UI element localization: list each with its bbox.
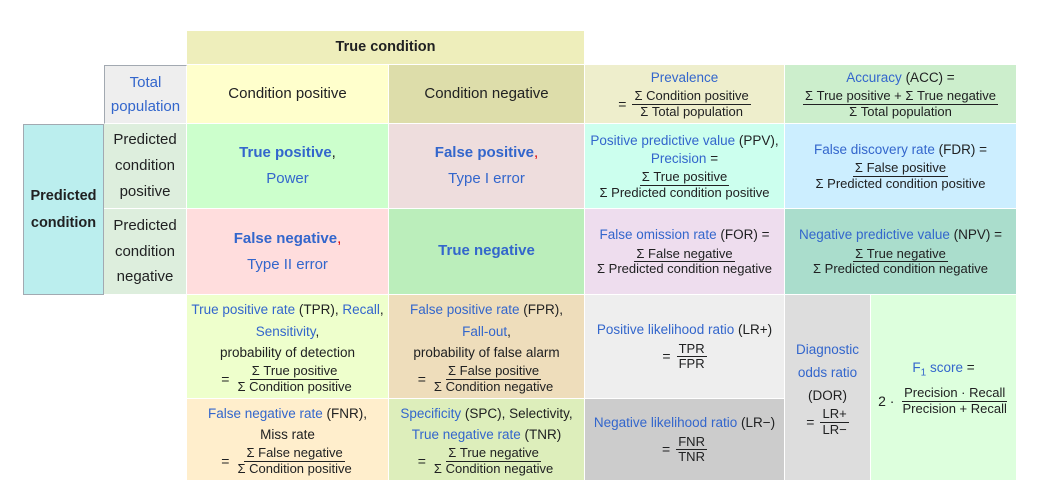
prevalence-cell: Prevalence = Σ Condition positive Σ Total…: [585, 65, 785, 124]
false-positive-cell: False positive, Type I error: [389, 124, 585, 209]
power-link[interactable]: Power: [266, 170, 309, 187]
total-population-cell: Total population: [104, 65, 187, 124]
fpr-formula: = Σ False positive Σ Condition negative: [417, 363, 554, 394]
fdr-formula: Σ False positive Σ Predicted condition po…: [815, 160, 986, 191]
ppv-formula: Σ True positive Σ Predicted condition pos…: [599, 169, 770, 200]
ppv-cell: Positive predictive value (PPV), Precisi…: [585, 124, 785, 209]
total-population-link[interactable]: Total population: [110, 74, 181, 115]
npv-formula: Σ True negative Σ Predicted condition neg…: [813, 245, 988, 277]
specificity-link[interactable]: Specificity: [400, 405, 462, 421]
false-positive-link[interactable]: False positive: [434, 144, 535, 162]
tnr-formula: = Σ True negative Σ Condition negative: [417, 445, 554, 476]
dor-link-line2[interactable]: odds ratio: [797, 364, 858, 380]
predicted-condition-header: Predicted condition: [23, 124, 104, 295]
false-negative-link[interactable]: False negative: [233, 229, 338, 247]
fdr-link[interactable]: False discovery rate: [814, 141, 935, 157]
sensitivity-link[interactable]: Sensitivity: [255, 323, 316, 339]
f1-formula: 2 · Precision · Recall Precision + Recall: [878, 385, 1008, 416]
true-condition-header: True condition: [187, 31, 585, 65]
lr-minus-cell: Negative likelihood ratio (LR−) = FNR TNR: [585, 399, 785, 481]
tpr-formula: = Σ True positive Σ Condition positive: [221, 363, 352, 394]
predicted-condition-negative-label: Predicted condition negative: [104, 209, 187, 295]
lr-plus-cell: Positive likelihood ratio (LR+) = TPR FPR: [585, 295, 785, 399]
fnr-link[interactable]: False negative rate: [207, 405, 323, 421]
dor-cell: Diagnostic odds ratio (DOR) = LR+ LR−: [785, 295, 871, 481]
prevalence-link[interactable]: Prevalence: [650, 69, 719, 85]
tpr-link[interactable]: True positive rate: [191, 301, 296, 317]
true-negative-link[interactable]: True negative: [438, 242, 535, 260]
for-link[interactable]: False omission rate: [599, 227, 717, 243]
type-i-error-link[interactable]: Type I error: [448, 170, 525, 187]
dor-formula: = LR+ LR−: [806, 406, 849, 437]
fpr-cell: False positive rate (FPR), Fall-out, pro…: [389, 295, 585, 399]
npv-cell: Negative predictive value (NPV) = Σ True…: [785, 209, 1017, 295]
f1-score-cell: F1 score = 2 · Precision · Recall Precisi…: [871, 295, 1017, 481]
fall-out-link[interactable]: Fall-out: [462, 323, 508, 339]
for-cell: False omission rate (FOR) = Σ False nega…: [585, 209, 785, 295]
tnr-cell: Specificity (SPC), Selectivity, True neg…: [389, 399, 585, 481]
predicted-condition-positive-label: Predicted condition positive: [104, 124, 187, 209]
fpr-link[interactable]: False positive rate: [409, 301, 520, 317]
accuracy-cell: Accuracy (ACC) = Σ True positive + Σ Tru…: [785, 65, 1017, 124]
type-ii-error-link[interactable]: Type II error: [247, 255, 328, 273]
lr-minus-link[interactable]: Negative likelihood ratio: [593, 415, 738, 431]
recall-link[interactable]: Recall: [342, 301, 380, 317]
lr-minus-formula: = FNR TNR: [662, 433, 707, 465]
prevalence-formula: = Σ Condition positive Σ Total population: [618, 88, 751, 119]
lr-plus-link[interactable]: Positive likelihood ratio: [596, 322, 735, 338]
false-negative-cell: False negative, Type II error: [187, 209, 389, 295]
fnr-cell: False negative rate (FNR), Miss rate = Σ…: [187, 399, 389, 481]
condition-negative-header: Condition negative: [389, 65, 585, 124]
npv-link[interactable]: Negative predictive value: [799, 227, 950, 243]
lr-plus-formula: = TPR FPR: [662, 340, 707, 372]
accuracy-formula: Σ True positive + Σ True negative Σ Total…: [802, 88, 999, 119]
fnr-formula: = Σ False negative Σ Condition positive: [221, 445, 352, 476]
precision-link[interactable]: Precision: [650, 150, 707, 166]
ppv-link[interactable]: Positive predictive value: [590, 132, 736, 148]
condition-positive-header: Condition positive: [187, 65, 389, 124]
tnr-link[interactable]: True negative rate: [411, 427, 521, 443]
tpr-cell: True positive rate (TPR), Recall, Sensit…: [187, 295, 389, 399]
dor-link[interactable]: Diagnostic: [795, 341, 860, 357]
f1-score-link[interactable]: F1 score: [912, 359, 963, 379]
true-positive-link[interactable]: True positive: [239, 144, 332, 162]
true-negative-cell: True negative: [389, 209, 585, 295]
accuracy-link[interactable]: Accuracy: [846, 69, 902, 85]
true-positive-cell: True positive, Power: [187, 124, 389, 209]
fdr-cell: False discovery rate (FDR) = Σ False pos…: [785, 124, 1017, 209]
for-formula: Σ False negative Σ Predicted condition ne…: [597, 245, 772, 277]
